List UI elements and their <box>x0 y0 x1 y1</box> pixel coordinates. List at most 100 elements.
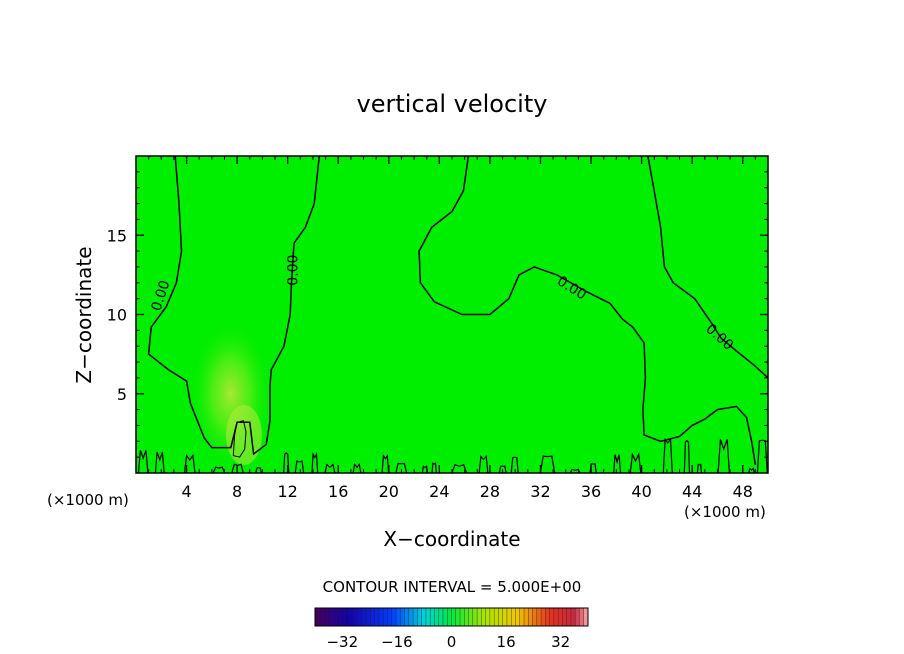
colorbar-segment-47 <box>515 608 521 626</box>
colorbar-segment-37 <box>472 608 478 626</box>
colorbar-segment-11 <box>361 608 367 626</box>
x-unit-right: (×1000 m) <box>684 503 766 521</box>
surface-contour-15 <box>451 463 468 473</box>
plot-area <box>136 156 768 473</box>
surface-contour-5 <box>255 467 263 473</box>
zero-contour-2 <box>647 156 768 379</box>
colorbar-segment-26 <box>425 608 431 626</box>
x-tick-label-24: 24 <box>429 482 449 501</box>
y-tick-label-10: 10 <box>107 306 127 325</box>
colorbar-segment-1 <box>319 608 324 626</box>
surface-contour-14 <box>431 462 437 473</box>
surface-contour-13 <box>421 465 429 473</box>
x-unit-left: (×1000 m) <box>47 491 129 509</box>
surface-contour-18 <box>510 456 519 473</box>
colorbar-segment-40 <box>485 608 491 626</box>
x-tick-label-36: 36 <box>581 482 601 501</box>
colorbar-segment-15 <box>378 608 384 626</box>
x-tick-label-44: 44 <box>682 482 702 501</box>
surface-contour-6 <box>283 452 290 473</box>
surface-contour-19 <box>539 455 556 473</box>
colorbar-segment-56 <box>553 608 559 626</box>
contour-interval-text: CONTOUR INTERVAL = 5.000E+00 <box>323 578 582 596</box>
x-axis: 4 8 12 16 20 24 28 32 36 40 44 48 <box>148 156 756 501</box>
colorbar-tick-16: 16 <box>497 633 516 651</box>
x-tick-label-28: 28 <box>480 482 500 501</box>
chart-title: vertical velocity <box>357 90 548 118</box>
x-tick-label-8: 8 <box>232 482 242 501</box>
surface-contour-9 <box>324 463 336 473</box>
colorbar-segment-34 <box>460 608 465 626</box>
colorbar-segment-39 <box>481 608 487 626</box>
colorbar-segment-3 <box>327 608 333 626</box>
x-tick-label-48: 48 <box>733 482 753 501</box>
x-tick-label-12: 12 <box>278 482 298 501</box>
x-tick-label-20: 20 <box>379 482 399 501</box>
colorbar-segment-41 <box>489 608 495 626</box>
colorbar-segment-38 <box>477 608 482 626</box>
x-tick-label-40: 40 <box>631 482 651 501</box>
colorbar-segment-54 <box>545 608 551 626</box>
y-axis-label: Z−coordinate <box>72 246 96 383</box>
colorbar-segment-14 <box>374 608 380 626</box>
x-tick-label-4: 4 <box>181 482 191 501</box>
colorbar <box>314 608 589 626</box>
colorbar-segment-2 <box>323 608 329 626</box>
colorbar-segment-30 <box>442 608 448 626</box>
surface-contour-8 <box>311 451 319 473</box>
surface-contour-16 <box>478 455 489 473</box>
positive-contour-0 <box>232 420 247 458</box>
colorbar-segment-46 <box>511 608 516 626</box>
surface-contour-25 <box>683 439 691 473</box>
colorbar-segment-58 <box>562 608 568 626</box>
surface-contour-24 <box>662 437 673 473</box>
x-tick-label-32: 32 <box>530 482 550 501</box>
colorbar-segment-25 <box>421 608 427 626</box>
colorbar-segment-51 <box>532 608 538 626</box>
colorbar-segment-50 <box>528 608 533 626</box>
colorbar-segment-9 <box>353 608 359 626</box>
colorbar-segment-23 <box>413 608 418 626</box>
colorbar-segment-4 <box>332 608 337 626</box>
colorbar-segment-18 <box>391 608 397 626</box>
surface-contour-28 <box>748 467 755 473</box>
colorbar-segment-20 <box>400 608 405 626</box>
y-axis: 5 10 15 <box>107 171 768 458</box>
colorbar-segment-48 <box>519 608 525 626</box>
colorbar-segment-36 <box>468 608 474 626</box>
contour-label-1: 0.00 <box>286 255 302 286</box>
colorbar-ticks: −32 −16 0 16 32 <box>326 633 570 651</box>
surface-contour-27 <box>717 439 730 473</box>
surface-contour-0 <box>137 450 149 473</box>
colorbar-segment-61 <box>575 608 580 626</box>
colorbar-segment-44 <box>502 608 508 626</box>
y-tick-label-15: 15 <box>107 226 127 245</box>
surface-contour-7 <box>294 460 305 473</box>
colorbar-tick-0: 0 <box>447 633 457 651</box>
colorbar-segment-42 <box>494 608 499 626</box>
colorbar-tick--16: −16 <box>381 633 413 651</box>
colorbar-segment-57 <box>558 608 563 626</box>
y-tick-label-5: 5 <box>117 385 127 404</box>
surface-contour-2 <box>183 453 196 473</box>
colorbar-segment-28 <box>434 608 440 626</box>
x-axis-label: X−coordinate <box>383 527 520 551</box>
colorbar-segment-24 <box>417 608 423 626</box>
colorbar-segment-6 <box>340 608 346 626</box>
colorbar-segment-31 <box>447 608 452 626</box>
colorbar-segment-16 <box>383 608 388 626</box>
colorbar-segment-55 <box>549 608 555 626</box>
colorbar-segment-62 <box>579 608 585 626</box>
contour-lines <box>147 156 768 466</box>
colorbar-segment-59 <box>566 608 572 626</box>
surface-turbulence <box>137 437 768 473</box>
x-tick-label-16: 16 <box>328 482 348 501</box>
surface-contour-11 <box>381 454 390 473</box>
updraft-core-shading <box>226 405 262 465</box>
colorbar-frame <box>314 607 589 627</box>
colorbar-segment-10 <box>357 608 363 626</box>
colorbar-segment-29 <box>438 608 444 626</box>
colorbar-segment-53 <box>541 608 546 626</box>
colorbar-segment-17 <box>387 608 393 626</box>
colorbar-segment-13 <box>370 608 376 626</box>
